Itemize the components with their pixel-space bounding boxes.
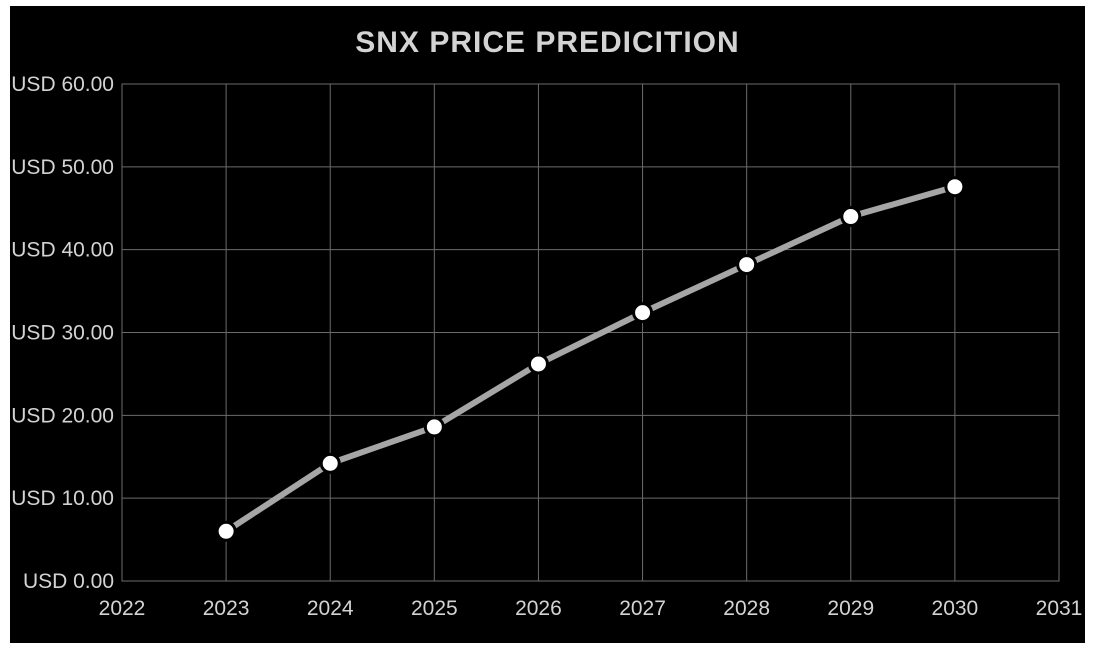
x-tick-label: 2023	[203, 597, 250, 620]
chart-container: SNX PRICE PREDICITION USD 0.00 USD 10.00 US…	[0, 0, 1095, 657]
data-marker	[634, 304, 652, 322]
y-tick-label: USD 50.00	[11, 156, 114, 179]
x-tick-label: 2031	[1036, 597, 1083, 620]
y-tick-label: USD 60.00	[11, 73, 114, 96]
x-tick-label: 2025	[411, 597, 458, 620]
y-tick-label: USD 10.00	[11, 487, 114, 510]
x-tick-label: 2029	[827, 597, 874, 620]
data-marker	[946, 178, 964, 196]
chart-svg: SNX PRICE PREDICITION USD 0.00 USD 10.00 US…	[0, 0, 1095, 657]
x-tick-label: 2024	[307, 597, 354, 620]
data-marker	[217, 522, 235, 540]
data-marker	[738, 256, 756, 274]
y-tick-label: USD 30.00	[11, 322, 114, 345]
x-tick-label: 2022	[99, 597, 146, 620]
data-marker	[842, 208, 860, 226]
x-tick-label: 2027	[619, 597, 666, 620]
x-tick-label: 2026	[515, 597, 562, 620]
x-tick-label: 2030	[932, 597, 979, 620]
x-tick-label: 2028	[723, 597, 770, 620]
y-tick-label: USD 40.00	[11, 239, 114, 262]
data-marker	[321, 454, 339, 472]
chart-background	[10, 6, 1085, 643]
data-marker	[529, 355, 547, 373]
y-tick-label: USD 0.00	[23, 570, 114, 593]
y-tick-label: USD 20.00	[11, 404, 114, 427]
data-marker	[425, 418, 443, 436]
chart-title: SNX PRICE PREDICITION	[355, 26, 739, 59]
